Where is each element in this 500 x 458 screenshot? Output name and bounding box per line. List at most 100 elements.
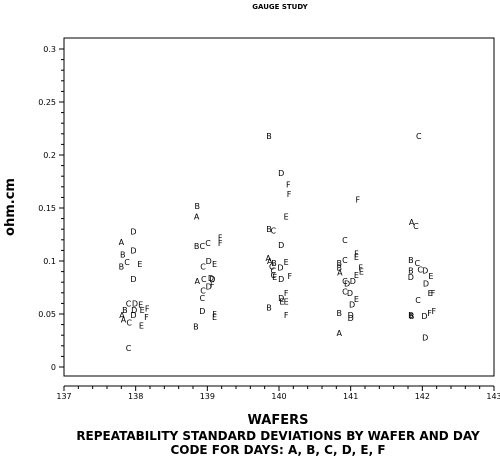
data-point: E: [140, 306, 145, 315]
data-point: D: [408, 273, 414, 282]
y-tick-label: 0.25: [38, 98, 56, 107]
data-point: D: [278, 241, 284, 250]
data-point: D: [278, 275, 284, 284]
data-point: D: [422, 333, 428, 342]
y-axis: 0 0.05 0.1 0.15 0.2 0.25 0.3: [38, 45, 64, 372]
data-point: C: [342, 256, 348, 265]
data-point: F: [287, 272, 292, 281]
data-point: C: [342, 236, 348, 245]
data-point: C: [270, 267, 276, 276]
plot-frame: [63, 37, 495, 377]
data-point: C: [126, 318, 132, 327]
data-point: B: [336, 309, 342, 318]
data-point: E: [272, 273, 277, 282]
data-point: B: [195, 202, 201, 211]
data-point: F: [358, 263, 363, 272]
data-point: C: [342, 277, 348, 286]
data-point: D: [421, 312, 427, 321]
data-point: F: [356, 196, 361, 205]
data-point: A: [195, 277, 201, 286]
data-point: D: [130, 311, 136, 320]
data-point: C: [269, 262, 275, 271]
data-point: C: [342, 288, 348, 297]
data-point: F: [286, 181, 291, 190]
data-point: F: [218, 239, 223, 248]
data-point: B: [409, 312, 415, 321]
data-point: A: [336, 329, 342, 338]
data-point: F: [427, 309, 432, 318]
data-point: C: [205, 239, 211, 248]
data-point: B: [266, 132, 272, 141]
data-point: B: [122, 306, 128, 315]
data-point: B: [120, 251, 126, 260]
data-point: F: [144, 313, 149, 322]
data-point: E: [279, 297, 284, 306]
data-point: D: [130, 275, 136, 284]
caption-line-1: REPEATABILITY STANDARD DEVIATIONS BY WAF…: [76, 429, 480, 443]
data-point: E: [284, 297, 289, 306]
data-point: D: [131, 306, 137, 315]
x-tick-label: 142: [415, 392, 430, 401]
data-point: D: [423, 279, 429, 288]
data-point: B: [408, 311, 414, 320]
data-point: D: [349, 300, 355, 309]
data-point: E: [284, 258, 289, 267]
data-point: B: [336, 259, 342, 268]
data-point: E: [139, 322, 144, 331]
y-tick-label: 0.3: [43, 45, 56, 54]
y-tick-label: 0.1: [43, 257, 56, 266]
data-point: C: [200, 294, 206, 303]
data-point: A: [121, 315, 127, 324]
data-point: A: [337, 269, 343, 278]
data-point: E: [428, 272, 433, 281]
y-tick-label: 0.2: [43, 151, 56, 160]
data-point: F: [218, 234, 223, 243]
data-point: E: [137, 260, 142, 269]
data-point: B: [266, 304, 272, 313]
data-point: F: [145, 305, 150, 314]
x-tick-label: 138: [128, 392, 143, 401]
x-tick-label: 140: [271, 392, 286, 401]
y-tick-label: 0.05: [38, 310, 56, 319]
data-point: D: [208, 274, 214, 283]
data-point: C: [270, 226, 276, 235]
data-point: B: [119, 262, 125, 271]
data-point: D: [130, 246, 136, 255]
data-point: D: [199, 307, 205, 316]
data-point: C: [416, 132, 422, 141]
data-point: E: [359, 268, 364, 277]
data-point: A: [267, 257, 273, 266]
data-point: D: [206, 257, 212, 266]
data-point: C: [415, 259, 421, 268]
data-point: D: [278, 294, 284, 303]
data-point: F: [284, 289, 289, 298]
data-point: C: [124, 258, 130, 267]
x-tick-label: 139: [200, 392, 215, 401]
data-point: F: [431, 289, 436, 298]
data-point: D: [130, 227, 136, 236]
data-point: C: [415, 296, 421, 305]
y-axis-label: ohm.cm: [3, 178, 18, 236]
data-point: F: [287, 190, 292, 199]
data-point: E: [212, 313, 217, 322]
data-point: E: [354, 295, 359, 304]
data-point: C: [200, 287, 206, 296]
data-point: A: [409, 218, 415, 227]
data-point: A: [266, 254, 272, 263]
data-point: E: [284, 212, 289, 221]
data-point: D: [209, 275, 215, 284]
data-point: D: [206, 282, 212, 291]
data-point: B: [193, 323, 199, 332]
data-point: E: [212, 260, 217, 269]
data-point: A: [119, 311, 125, 320]
y-tick-label: 0.15: [38, 204, 56, 213]
chart-title: GAUGE STUDY: [252, 3, 308, 11]
x-tick-label: 137: [56, 392, 71, 401]
data-point: F: [212, 310, 217, 319]
data-point: B: [266, 225, 272, 234]
data-point: E: [354, 253, 359, 262]
data-point: A: [119, 238, 125, 247]
data-point: B: [408, 267, 414, 276]
